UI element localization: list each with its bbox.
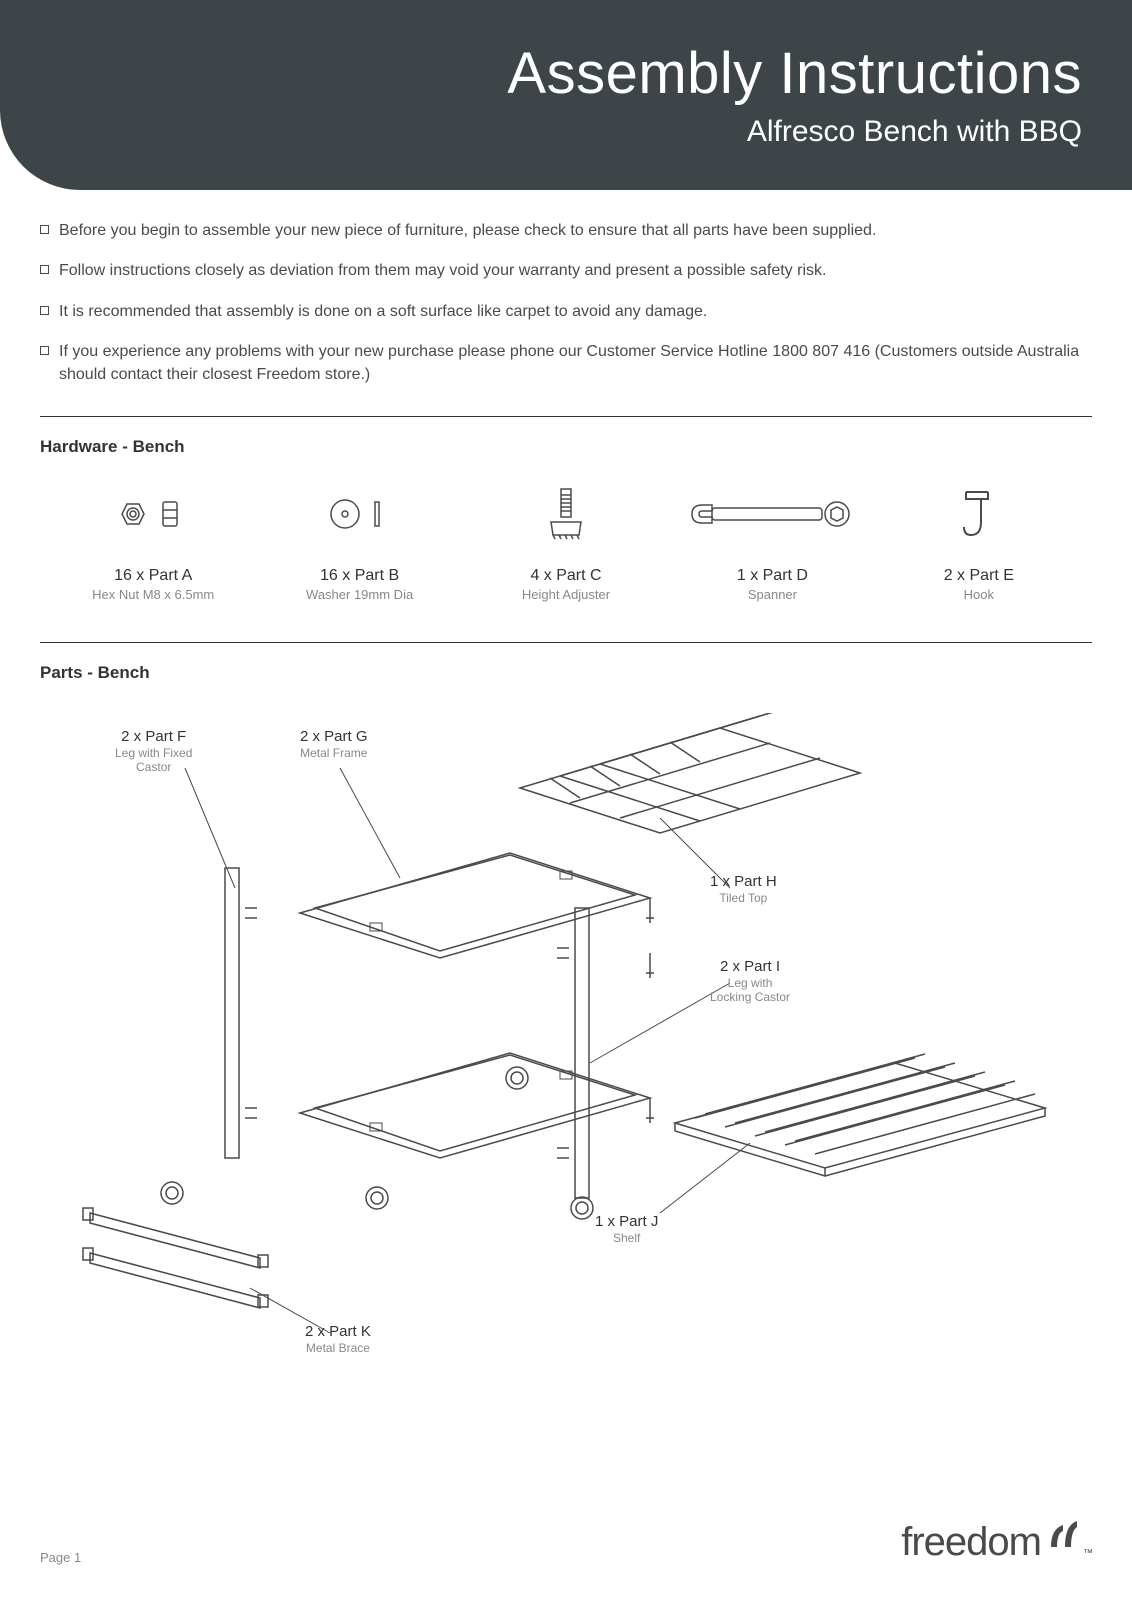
parts-heading: Parts - Bench	[40, 663, 1092, 683]
hw-desc: Washer 19mm Dia	[256, 587, 462, 602]
logo-mark-icon	[1045, 1517, 1083, 1565]
part-qty: 1 x Part J	[595, 1213, 658, 1230]
part-desc: Tiled Top	[710, 891, 777, 905]
washer-icon	[256, 487, 462, 542]
bullet-item: Before you begin to assemble your new pi…	[40, 220, 1092, 242]
part-desc: Leg with FixedCastor	[115, 746, 192, 775]
height-adjuster-icon	[463, 487, 669, 542]
bullet-text: If you experience any problems with your…	[59, 341, 1092, 386]
hardware-item-c: 4 x Part C Height Adjuster	[463, 487, 669, 602]
part-qty: 2 x Part G	[300, 728, 368, 745]
bullet-item: Follow instructions closely as deviation…	[40, 260, 1092, 282]
hw-qty: 1 x Part D	[669, 567, 875, 585]
label-part-h: 1 x Part H Tiled Top	[710, 873, 777, 905]
label-part-g: 2 x Part G Metal Frame	[300, 728, 368, 760]
hw-qty: 4 x Part C	[463, 567, 669, 585]
page-number: Page 1	[40, 1550, 81, 1565]
label-part-i: 2 x Part I Leg withLocking Castor	[710, 958, 790, 1005]
hex-nut-icon	[50, 487, 256, 542]
hw-qty: 16 x Part A	[50, 567, 256, 585]
part-desc: Shelf	[595, 1231, 658, 1245]
hardware-item-b: 16 x Part B Washer 19mm Dia	[256, 487, 462, 602]
part-qty: 2 x Part I	[720, 958, 780, 975]
instruction-bullets: Before you begin to assemble your new pi…	[40, 220, 1092, 386]
hardware-heading: Hardware - Bench	[40, 437, 1092, 457]
part-desc: Leg withLocking Castor	[710, 976, 790, 1005]
bullet-text: It is recommended that assembly is done …	[59, 301, 707, 323]
part-qty: 2 x Part K	[305, 1323, 371, 1340]
section-divider	[40, 416, 1092, 417]
section-divider	[40, 642, 1092, 643]
part-qty: 2 x Part F	[121, 728, 186, 745]
hook-icon	[876, 487, 1082, 542]
label-part-k: 2 x Part K Metal Brace	[305, 1323, 371, 1355]
bullet-item: If you experience any problems with your…	[40, 341, 1092, 386]
freedom-logo: freedom ™	[901, 1517, 1092, 1565]
logo-text: freedom	[901, 1520, 1041, 1565]
spanner-icon	[669, 487, 875, 542]
hardware-item-a: 16 x Part A Hex Nut M8 x 6.5mm	[50, 487, 256, 602]
hardware-item-e: 2 x Part E Hook	[876, 487, 1082, 602]
part-desc: Metal Frame	[300, 746, 368, 760]
bullet-square-icon	[40, 265, 49, 274]
page-footer: Page 1 freedom ™	[40, 1517, 1092, 1565]
trademark: ™	[1083, 1548, 1092, 1559]
doc-subtitle: Alfresco Bench with BBQ	[0, 115, 1082, 149]
hw-qty: 16 x Part B	[256, 567, 462, 585]
bullet-square-icon	[40, 225, 49, 234]
bullet-item: It is recommended that assembly is done …	[40, 301, 1092, 323]
hardware-item-d: 1 x Part D Spanner	[669, 487, 875, 602]
label-part-f: 2 x Part F Leg with FixedCastor	[115, 728, 192, 775]
bullet-text: Before you begin to assemble your new pi…	[59, 220, 876, 242]
hw-desc: Hex Nut M8 x 6.5mm	[50, 587, 256, 602]
bullet-square-icon	[40, 346, 49, 355]
label-part-j: 1 x Part J Shelf	[595, 1213, 658, 1245]
content-area: Before you begin to assemble your new pi…	[0, 190, 1132, 1413]
header-banner: Assembly Instructions Alfresco Bench wit…	[0, 0, 1132, 190]
part-qty: 1 x Part H	[710, 873, 777, 890]
part-desc: Metal Brace	[305, 1341, 371, 1355]
bullet-text: Follow instructions closely as deviation…	[59, 260, 826, 282]
doc-title: Assembly Instructions	[0, 40, 1082, 107]
hw-desc: Hook	[876, 587, 1082, 602]
exploded-view-svg	[80, 713, 1080, 1393]
parts-diagram: 2 x Part F Leg with FixedCastor 2 x Part…	[40, 713, 1092, 1413]
hw-qty: 2 x Part E	[876, 567, 1082, 585]
hw-desc: Height Adjuster	[463, 587, 669, 602]
hw-desc: Spanner	[669, 587, 875, 602]
bullet-square-icon	[40, 306, 49, 315]
hardware-list: 16 x Part A Hex Nut M8 x 6.5mm 16 x Part…	[40, 487, 1092, 622]
